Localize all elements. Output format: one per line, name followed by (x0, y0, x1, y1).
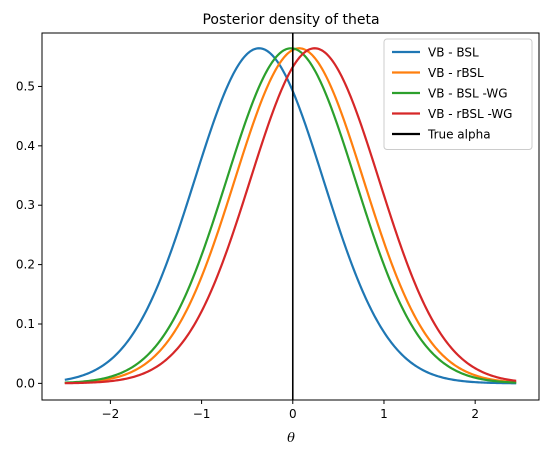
legend-box (383, 38, 533, 150)
series-line-3 (64, 47, 517, 384)
x-tick-label: 1 (380, 407, 388, 421)
x-tick-label: 0 (289, 407, 297, 421)
x-axis-label: θ (287, 431, 295, 446)
y-tick-label: 0.4 (16, 139, 35, 153)
legend-entry-label: VB - BSL -WG (428, 87, 508, 101)
x-tick-label: −2 (102, 407, 120, 421)
x-tick-label: 2 (471, 407, 479, 421)
y-tick-label: 0.2 (16, 258, 35, 272)
series-line-2 (64, 47, 517, 385)
x-tick-label: −1 (193, 407, 211, 421)
series-line-4 (64, 47, 517, 385)
y-tick-label: 0.5 (16, 79, 35, 93)
legend-entry-label: VB - rBSL (428, 66, 484, 80)
axes-frame (41, 32, 540, 401)
y-tick-label: 0.3 (16, 198, 35, 212)
legend-entry-label: VB - BSL (428, 46, 479, 60)
plot-area: −2 −1 0 1 2 0.0 0.1 0.2 0.3 0.4 0.5 (16, 32, 540, 421)
series-group (64, 33, 517, 400)
chart-title: Posterior density of theta (202, 12, 379, 28)
series-line-1 (64, 47, 517, 385)
y-tick-label: 0.1 (16, 317, 35, 331)
y-tick-label: 0.0 (16, 376, 35, 390)
legend: VB - BSL VB - rBSL VB - BSL -WG VB - rBSL -… (383, 38, 533, 150)
legend-entry-label: VB - rBSL -WG (428, 107, 512, 121)
legend-entry-label: True alpha (427, 128, 491, 142)
